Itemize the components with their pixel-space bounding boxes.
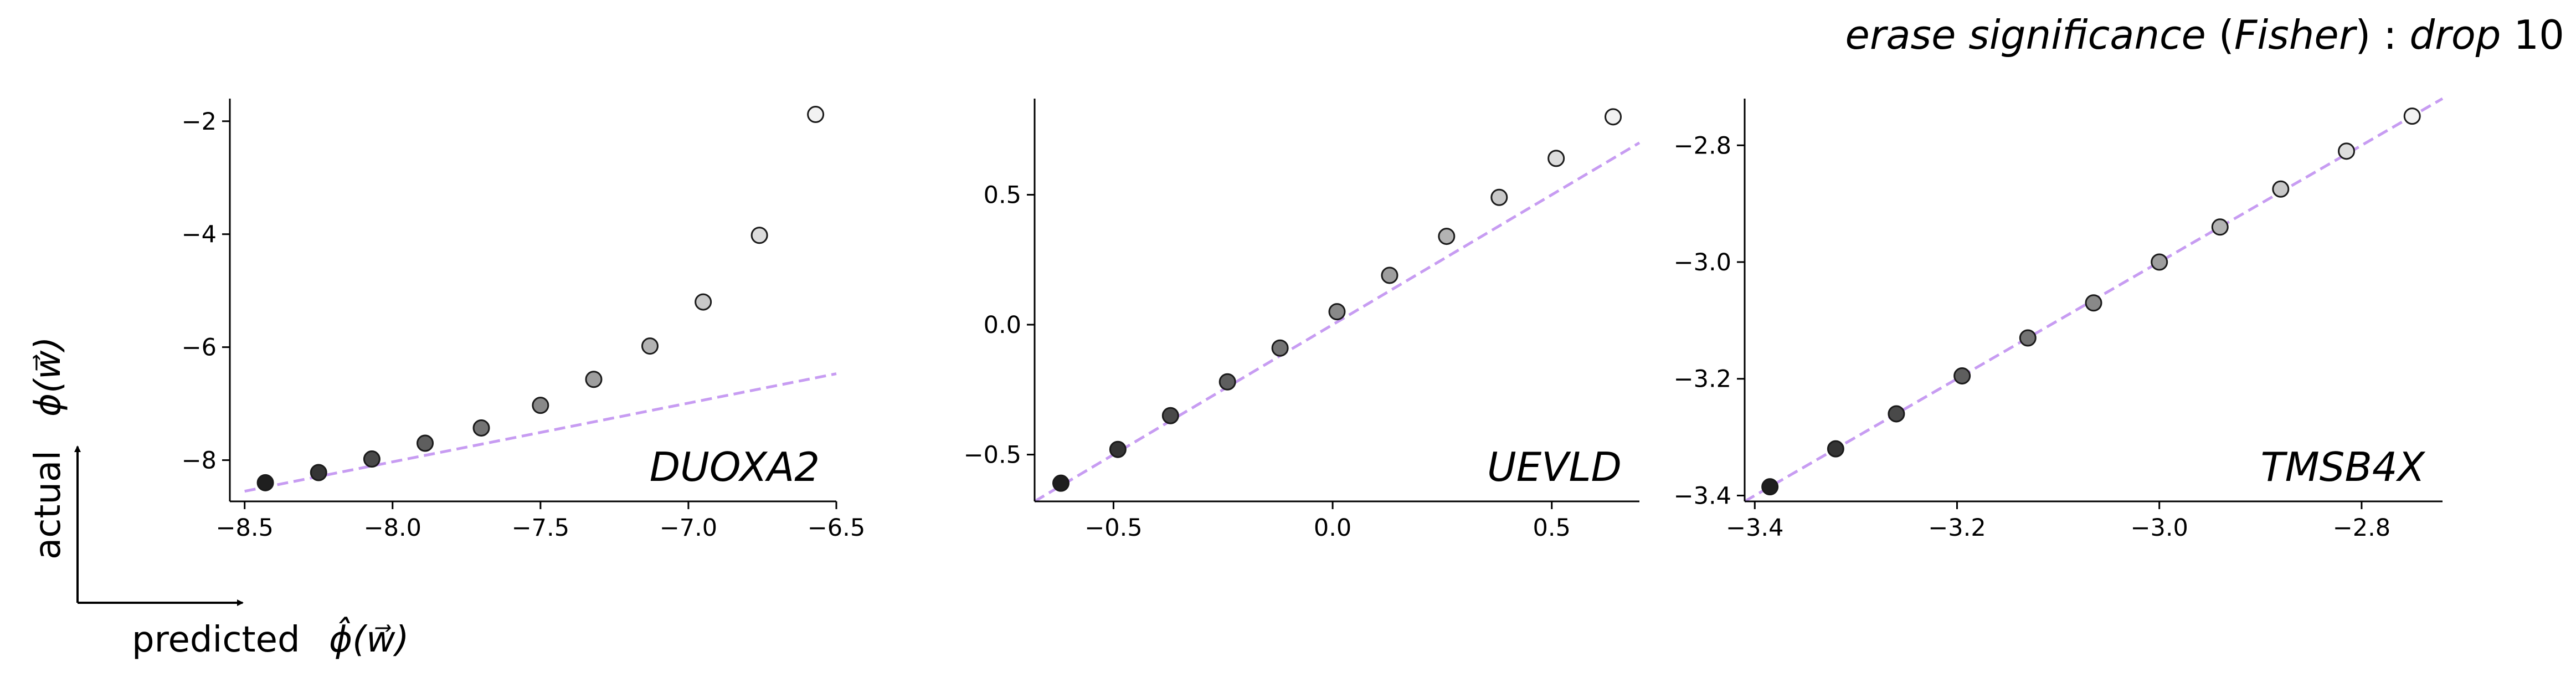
panel-uevld: −0.5 0.0 0.5 −0.5 0.0 0.5 UEVLD: [964, 99, 1641, 542]
data-point: [1328, 303, 1346, 321]
data-point: [310, 464, 327, 481]
x-axis-word: predicted: [132, 619, 300, 660]
data-point: [1218, 373, 1236, 391]
data-point: [1827, 440, 1844, 458]
x-tick-label: −7.0: [660, 514, 717, 542]
x-tick-label: 0.0: [1314, 514, 1351, 542]
x-tick-label: −2.8: [2333, 514, 2390, 542]
data-point: [2019, 329, 2037, 347]
panel-duoxa2: −8.5 −8.0 −7.5 −7.0 −6.5 −8 −6 −4 −2 DUOXA2: [182, 99, 865, 542]
gene-label-tmsb4x: TMSB4X: [2261, 444, 2426, 490]
data-point: [472, 419, 490, 437]
data-point: [1271, 339, 1289, 357]
y-tick-label: 0.0: [984, 311, 1021, 339]
data-point: [1161, 407, 1179, 424]
gene-label-uevld: UEVLD: [1487, 444, 1622, 490]
title-drop-word: drop: [2409, 12, 2501, 58]
y-axis-word: actual: [28, 450, 69, 560]
data-point: [1381, 266, 1398, 284]
x-axis-symbol: ϕ̂(w⃗): [329, 616, 409, 660]
data-point: [2272, 180, 2290, 198]
data-point: [417, 434, 434, 452]
axes-legend: actual ϕ(w⃗) predicted ϕ̂(w⃗): [28, 337, 409, 661]
data-point: [1438, 228, 1456, 245]
reference-line-duoxa2: [244, 372, 837, 493]
data-point: [695, 293, 712, 311]
data-point: [363, 450, 381, 468]
y-tick-label: −3.2: [1674, 366, 1731, 393]
x-tick-label: −3.4: [1726, 514, 1783, 542]
title-paren-open: (: [2206, 12, 2234, 58]
reference-line-uevld: [1034, 141, 1641, 503]
x-tick-label: −3.0: [2130, 514, 2188, 542]
y-tick-label: −2: [182, 108, 217, 136]
title-paren-close: ) :: [2355, 12, 2409, 58]
x-tick-label: 0.5: [1533, 514, 1571, 542]
data-point: [641, 337, 659, 355]
data-point: [1490, 188, 1508, 206]
data-point: [1109, 440, 1127, 458]
y-tick-label: 0.5: [984, 182, 1021, 209]
data-point: [1953, 367, 1971, 384]
title-method: Fisher: [2234, 12, 2358, 58]
data-point: [256, 474, 274, 491]
y-tick-label: −8: [182, 447, 217, 475]
figure-title: erase significance (Fisher) : drop 10: [1845, 12, 2564, 58]
x-tick-label: −0.5: [1084, 514, 1142, 542]
data-point: [2338, 142, 2356, 160]
y-axis-symbol: ϕ(w⃗): [28, 337, 69, 417]
x-tick-label: −8.0: [364, 514, 421, 542]
data-point: [2151, 253, 2168, 271]
data-point: [2085, 294, 2102, 312]
data-point: [807, 106, 825, 124]
panel-tmsb4x: −3.4 −3.2 −3.0 −2.8 −3.4 −3.2 −3.0 −2.8 TMSB4X: [1674, 97, 2444, 542]
data-point: [1547, 150, 1565, 167]
y-tick-label: −2.8: [1674, 132, 1731, 160]
y-tick-label: −3.0: [1674, 249, 1731, 276]
gene-label-duoxa2: DUOXA2: [650, 444, 820, 490]
y-tick-label: −0.5: [964, 442, 1021, 469]
x-tick-label: −6.5: [808, 514, 865, 542]
data-point: [750, 227, 768, 244]
x-tick-label: −7.5: [512, 514, 569, 542]
x-tick-label: −8.5: [215, 514, 273, 542]
y-tick-label: −6: [182, 334, 217, 362]
data-point: [1052, 474, 1070, 492]
title-drop-value: 10: [2501, 12, 2564, 58]
y-tick-label: −3.4: [1674, 482, 1731, 510]
x-tick-label: −3.2: [1928, 514, 1986, 542]
data-point: [2211, 218, 2229, 236]
title-main: erase significance: [1845, 12, 2206, 58]
data-point: [585, 371, 603, 388]
data-point: [1761, 478, 1779, 496]
data-point: [2403, 107, 2421, 125]
y-tick-label: −4: [182, 221, 217, 249]
data-point: [1605, 108, 1622, 126]
data-point: [1888, 405, 1905, 423]
data-point: [532, 397, 549, 414]
